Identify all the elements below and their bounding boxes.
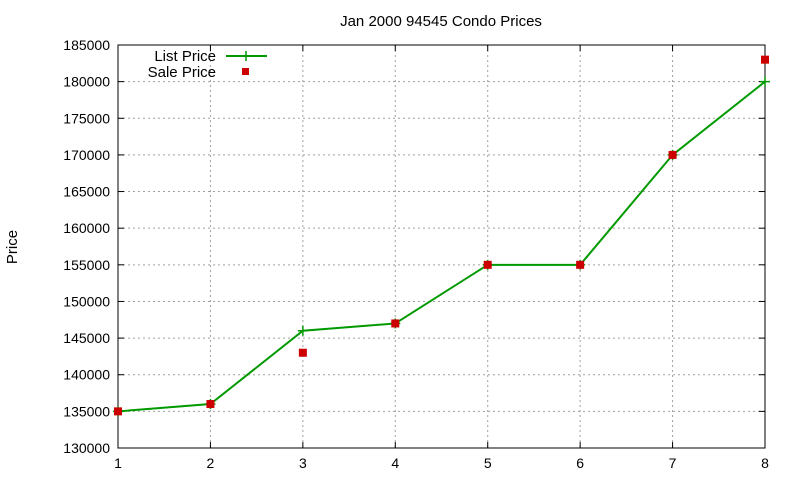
legend-label-sale-price: Sale Price <box>148 64 216 81</box>
x-tick-label: 2 <box>207 455 215 471</box>
y-tick-label: 145000 <box>63 330 110 346</box>
x-tick-label: 5 <box>484 455 492 471</box>
x-tick-label: 4 <box>391 455 399 471</box>
sale-price-point <box>483 260 492 269</box>
sale-price-point <box>576 260 585 269</box>
x-tick-label: 3 <box>299 455 307 471</box>
y-tick-label: 130000 <box>63 440 110 456</box>
legend-marker-list-price <box>241 51 251 61</box>
sale-price-point <box>391 319 400 328</box>
y-tick-label: 155000 <box>63 257 110 273</box>
legend-marker-sale-price <box>242 68 249 75</box>
sale-price-point <box>668 150 677 159</box>
sale-price-point <box>298 348 307 357</box>
sale-price-point <box>114 407 122 416</box>
y-tick-label: 135000 <box>63 403 110 419</box>
y-tick-label: 160000 <box>63 220 110 236</box>
list-price-point <box>760 76 770 87</box>
x-tick-label: 6 <box>576 455 584 471</box>
y-tick-label: 175000 <box>63 110 110 126</box>
sale-price-point <box>761 55 769 64</box>
legend: List Price Sale Price <box>148 48 267 81</box>
axis-ticks: 1 2 3 4 5 6 7 8 130000 135000 140000 145000 150000 15… <box>63 37 769 471</box>
list-price-point <box>297 325 308 336</box>
x-tick-label: 7 <box>669 455 677 471</box>
legend-label-list-price: List Price <box>154 48 216 65</box>
chart-title: Jan 2000 94545 Condo Prices <box>340 13 542 30</box>
y-tick-label: 185000 <box>63 37 110 53</box>
data-series <box>113 55 770 417</box>
y-tick-label: 170000 <box>63 147 110 163</box>
grid-lines <box>118 45 765 448</box>
x-tick-label: 1 <box>114 455 122 471</box>
y-tick-label: 180000 <box>63 74 110 90</box>
series-line-list-price <box>117 80 766 413</box>
plot-frame <box>117 44 766 449</box>
sale-price-point <box>206 400 215 409</box>
y-tick-label: 150000 <box>63 293 110 309</box>
y-tick-label: 165000 <box>63 184 110 200</box>
x-tick-label: 8 <box>761 455 769 471</box>
y-axis-label: Price <box>4 230 21 264</box>
y-tick-label: 140000 <box>63 367 110 383</box>
